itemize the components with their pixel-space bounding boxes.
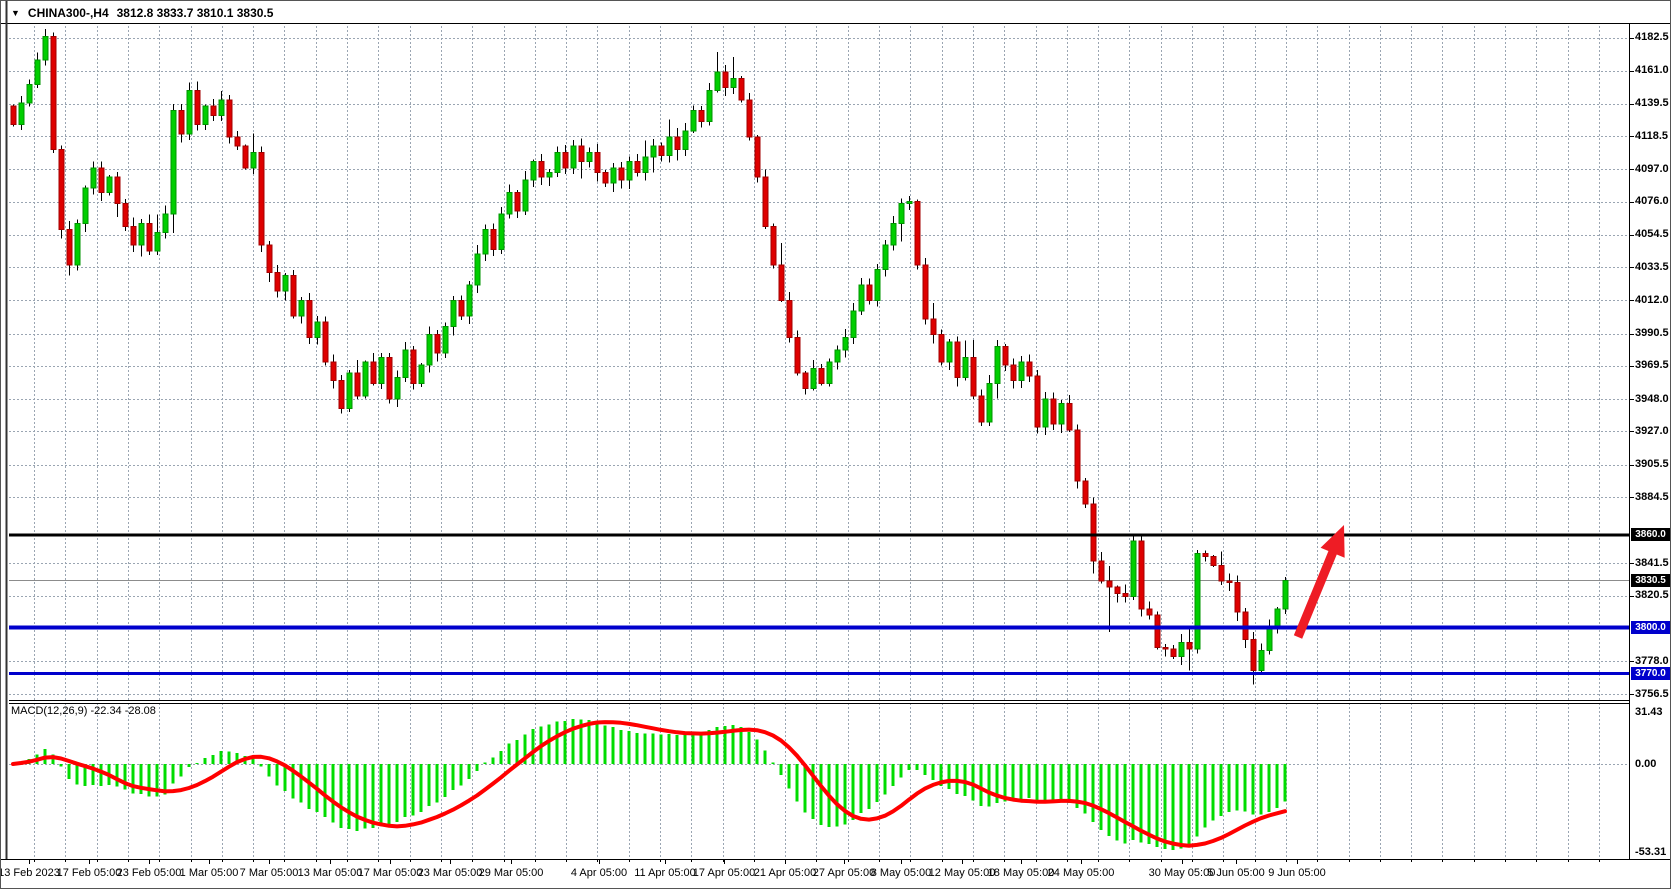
trend-arrow[interactable] (1286, 520, 1356, 642)
date-label: 17 Feb 05:00 (56, 867, 122, 879)
date-label: 9 Jun 05:00 (1268, 867, 1326, 879)
macd-indicator-label: MACD(12,26,9) -22.34 -28.08 (11, 705, 156, 717)
date-label: 13 Mar 05:00 (297, 867, 363, 879)
date-label: 4 Apr 05:00 (570, 867, 628, 879)
price-tick-label: 4054.5 (1635, 228, 1669, 241)
date-label: 13 Feb 2023 (0, 867, 60, 879)
date-label: 17 Apr 05:00 (692, 867, 756, 879)
macd-scale-zero: 0.00 (1635, 758, 1657, 770)
chart-ohlc-values: 3812.8 3833.7 3810.1 3830.5 (116, 6, 274, 20)
price-tick-label: 3948.0 (1635, 392, 1669, 405)
panel-borders (1, 1, 1670, 860)
price-tick-label: 4012.0 (1635, 293, 1669, 306)
date-label: 8 May 05:00 (870, 867, 932, 879)
date-label: 29 Mar 05:00 (478, 867, 544, 879)
price-tick-label: 3969.5 (1635, 359, 1669, 372)
price-tick-label: 3990.5 (1635, 327, 1669, 340)
price-tick-label: 4033.5 (1635, 260, 1669, 273)
macd-name: MACD(12,26,9) (11, 705, 88, 717)
symbol-dropdown-icon[interactable]: ▼ (11, 8, 20, 18)
date-label: 11 Apr 05:00 (634, 867, 696, 879)
macd-signal-line (11, 720, 1287, 848)
date-label: 5 Jun 05:00 (1207, 867, 1265, 879)
price-badge-3800.0: 3800.0 (1631, 620, 1670, 634)
macd-histogram (11, 719, 1287, 850)
macd-scale-max: 31.43 (1635, 706, 1663, 718)
price-tick-label: 4139.5 (1635, 97, 1669, 110)
price-tick-label: 3884.5 (1635, 490, 1669, 503)
price-tick-label: 4161.0 (1635, 64, 1669, 77)
date-label: 23 Mar 05:00 (417, 867, 483, 879)
price-tick-label: 3756.5 (1635, 687, 1669, 700)
date-label: 27 Apr 05:00 (812, 867, 876, 879)
chart-symbol-period: CHINA300-,H4 (27, 6, 109, 20)
price-tick-label: 4076.0 (1635, 195, 1669, 208)
price-badge-3860.0: 3860.0 (1631, 528, 1670, 542)
price-tick-label: 3927.0 (1635, 424, 1669, 437)
price-badge-3770.0: 3770.0 (1631, 667, 1670, 681)
date-label: 23 Feb 05:00 (116, 867, 182, 879)
price-badge-3830.5: 3830.5 (1631, 573, 1670, 587)
axis-tick-marks (29, 38, 1634, 864)
candlestick-series (10, 29, 1289, 685)
price-tick-label: 3841.5 (1635, 556, 1669, 569)
price-tick-label: 4097.0 (1635, 162, 1669, 175)
date-label: 18 May 05:00 (987, 867, 1055, 879)
chart-title-bar: ▼ CHINA300-,H4 3812.8 3833.7 3810.1 3830… (11, 5, 273, 21)
price-tick-label: 3820.5 (1635, 589, 1669, 602)
price-tick-label: 3778.0 (1635, 654, 1669, 667)
date-label: 17 Mar 05:00 (357, 867, 423, 879)
macd-scale-min: -53.31 (1635, 846, 1667, 858)
price-tick-label: 4182.5 (1635, 31, 1669, 43)
grid-lines (9, 26, 1629, 859)
price-tick-label: 4118.5 (1635, 129, 1669, 142)
date-label: 12 May 05:00 (928, 867, 996, 879)
date-label: 21 Apr 05:00 (753, 867, 817, 879)
date-label: 1 Mar 05:00 (179, 867, 239, 879)
date-label: 7 Mar 05:00 (239, 867, 299, 879)
date-label: 30 May 05:00 (1148, 867, 1216, 879)
date-label: 24 May 05:00 (1047, 867, 1115, 879)
price-tick-label: 3905.5 (1635, 458, 1669, 471)
macd-values: -22.34 -28.08 (90, 705, 156, 717)
